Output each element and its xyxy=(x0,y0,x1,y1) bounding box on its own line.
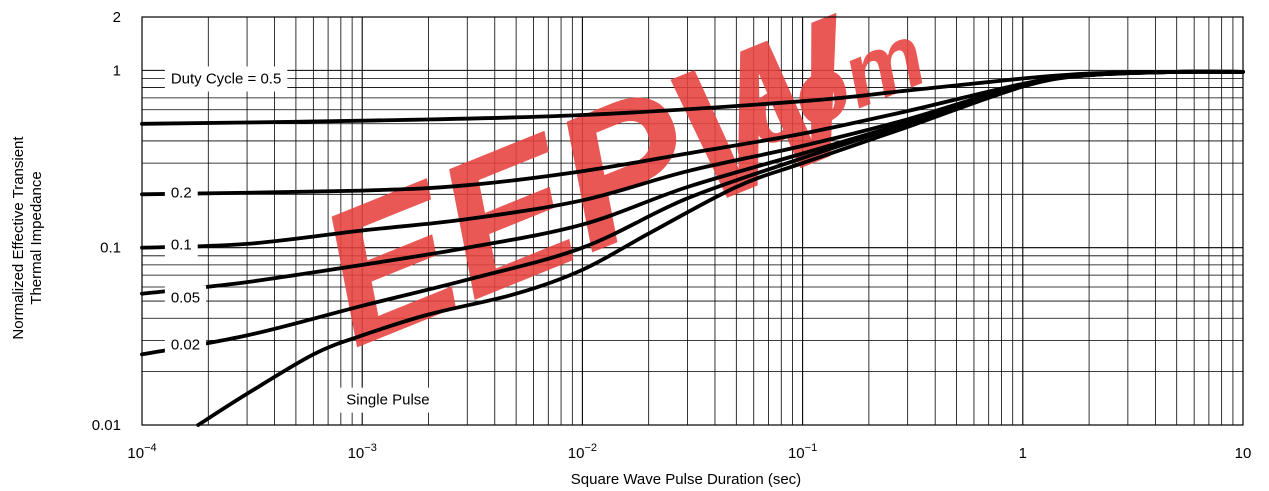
y-tick-label: 2 xyxy=(113,9,121,26)
series-labels: Duty Cycle = 0.5 0.2 0.1 0.05 0.02 Single Pul… xyxy=(164,66,436,413)
series-label-background xyxy=(164,285,207,311)
series-label-background xyxy=(164,180,198,206)
x-tick-label: 10 xyxy=(1235,445,1252,462)
y-tick-label: 0.01 xyxy=(92,417,121,434)
plot-frame xyxy=(141,16,1244,426)
series-label-background xyxy=(164,332,207,358)
x-tick-label: 10−2 xyxy=(568,442,597,462)
series-label-text: 0.02 xyxy=(171,336,200,353)
x-tick-label: 10−3 xyxy=(348,442,377,462)
x-tick-label: 10−4 xyxy=(127,442,156,462)
y-tick-label: 1 xyxy=(113,62,121,79)
x-tick-label: 1 xyxy=(1019,445,1027,462)
y-axis-title-line-1: Normalized Effective Transient xyxy=(10,136,27,340)
series-label-text: Single Pulse xyxy=(346,392,429,409)
series-label-3: 0.05 xyxy=(164,285,207,311)
x-axis-tick-labels: 10−4 10−3 10−2 10−1 1 10 xyxy=(127,442,1251,462)
series-label-text: 0.05 xyxy=(171,289,200,306)
series-label-background xyxy=(340,387,436,413)
y-axis-title-line-2: Thermal Impedance xyxy=(28,171,45,304)
y-axis-title: Normalized Effective Transient Thermal I… xyxy=(10,136,45,340)
series-label-text: 0.1 xyxy=(171,237,192,254)
series-label-background xyxy=(164,232,198,258)
series-label-5: Single Pulse xyxy=(340,387,436,413)
curves xyxy=(140,69,1245,427)
x-axis-title: Square Wave Pulse Duration (sec) xyxy=(571,471,801,488)
series-label-text: 0.2 xyxy=(171,184,192,201)
series-label-text: Duty Cycle = 0.5 xyxy=(171,70,281,87)
series-label-background xyxy=(164,66,288,92)
y-axis-tick-labels: 0.01 0.1 1 2 xyxy=(92,9,121,434)
series-label-4: 0.02 xyxy=(164,332,207,358)
series-label-0: Duty Cycle = 0.5 xyxy=(164,66,288,92)
x-tick-label: 10−1 xyxy=(788,442,817,462)
curve-5 xyxy=(196,69,1245,427)
y-tick-label: 0.1 xyxy=(100,240,121,257)
series-label-1: 0.2 xyxy=(164,180,198,206)
series-label-2: 0.1 xyxy=(164,232,198,258)
